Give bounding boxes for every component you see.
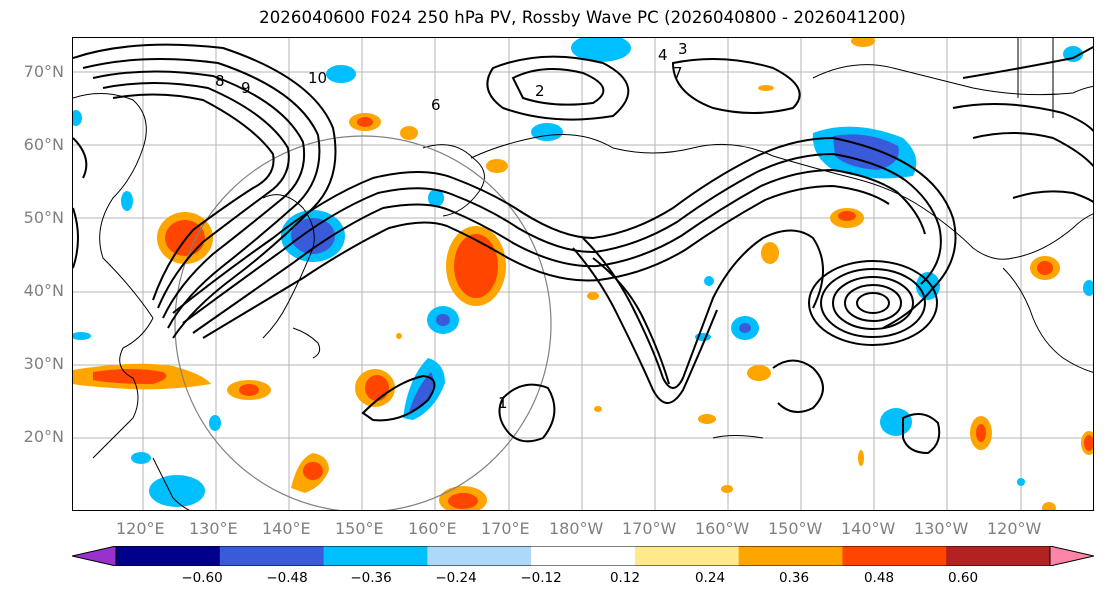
colorbar-extend-low — [72, 546, 117, 566]
lon-label-150w: 150°W — [768, 519, 823, 538]
colorbar-tick-label: −0.60 — [181, 570, 223, 586]
lat-label-70n: 70°N — [23, 62, 64, 81]
contour-labels: 10 9 8 7 6 4 3 2 1 — [215, 40, 688, 412]
contour-label-1: 1 — [498, 394, 508, 412]
colorbar-segment — [946, 546, 1051, 566]
great-circle-marker — [174, 135, 552, 510]
gridlines — [73, 38, 1093, 510]
colorbar-segments — [72, 546, 1094, 566]
colorbar-segment — [219, 546, 325, 566]
lat-label-40n: 40°N — [23, 281, 64, 300]
contour-label-10: 10 — [308, 69, 327, 87]
pv-contours — [73, 43, 1093, 455]
colorbar-segment — [738, 546, 843, 566]
lat-label-20n: 20°N — [23, 427, 64, 446]
colorbar-segment — [427, 546, 532, 566]
lon-label-120w: 120°W — [987, 519, 1042, 538]
contour-label-9a: 9 — [241, 79, 251, 97]
colorbar-segment — [323, 546, 428, 566]
lon-label-170w: 170°W — [622, 519, 677, 538]
colorbar-tick-label: 0.48 — [863, 570, 895, 586]
colorbar-segment — [634, 546, 740, 566]
colorbar-segment — [531, 546, 636, 566]
contour-label-4: 4 — [658, 46, 668, 64]
colorbar-tick-label: 0.24 — [694, 570, 726, 586]
map-title: 2026040600 F024 250 hPa PV, Rossby Wave … — [259, 8, 906, 27]
lon-label-140w: 140°W — [841, 519, 896, 538]
colorbar-tick-label: 0.60 — [947, 570, 979, 586]
colorbar-segment — [116, 546, 221, 566]
contour-label-2: 2 — [535, 82, 545, 100]
colorbar-ticks: −0.60 −0.48 −0.36 −0.24 −0.12 0.12 0.24 … — [0, 570, 1105, 594]
lon-label-180w: 180°W — [549, 519, 604, 538]
colorbar-tick-label: −0.36 — [350, 570, 392, 586]
colorbar-segment — [842, 546, 947, 566]
lon-label-130w: 130°W — [914, 519, 969, 538]
lon-label-150e: 150°E — [335, 519, 384, 538]
lon-label-120e: 120°E — [116, 519, 165, 538]
colorbar-tick-label: −0.12 — [520, 570, 562, 586]
colorbar-tick-label: 0.12 — [609, 570, 641, 586]
lat-label-30n: 30°N — [23, 354, 64, 373]
coastlines — [73, 38, 1093, 510]
lon-label-160w: 160°W — [695, 519, 750, 538]
lat-label-60n: 60°N — [23, 135, 64, 154]
lat-label-50n: 50°N — [23, 208, 64, 227]
colorbar-extend-high — [1049, 546, 1094, 566]
colorbar-frame — [115, 546, 1051, 566]
contour-label-6: 6 — [431, 96, 441, 114]
positive-anomaly-shading — [73, 38, 1093, 510]
lon-label-140e: 140°E — [262, 519, 311, 538]
colorbar — [72, 546, 1094, 566]
colorbar-tick-label: 0.36 — [778, 570, 810, 586]
colorbar-tick-label: −0.48 — [266, 570, 308, 586]
map-canvas: 10 9 8 7 6 4 3 2 1 — [73, 38, 1093, 510]
lon-label-170e: 170°E — [481, 519, 530, 538]
lon-label-130e: 130°E — [189, 519, 238, 538]
contour-label-7a: 7 — [673, 64, 683, 82]
contour-label-8a: 8 — [215, 72, 225, 90]
colorbar-tick-label: −0.24 — [435, 570, 477, 586]
contour-label-3: 3 — [678, 40, 688, 58]
lon-label-160e: 160°E — [408, 519, 457, 538]
map-panel: 10 9 8 7 6 4 3 2 1 — [72, 37, 1094, 511]
